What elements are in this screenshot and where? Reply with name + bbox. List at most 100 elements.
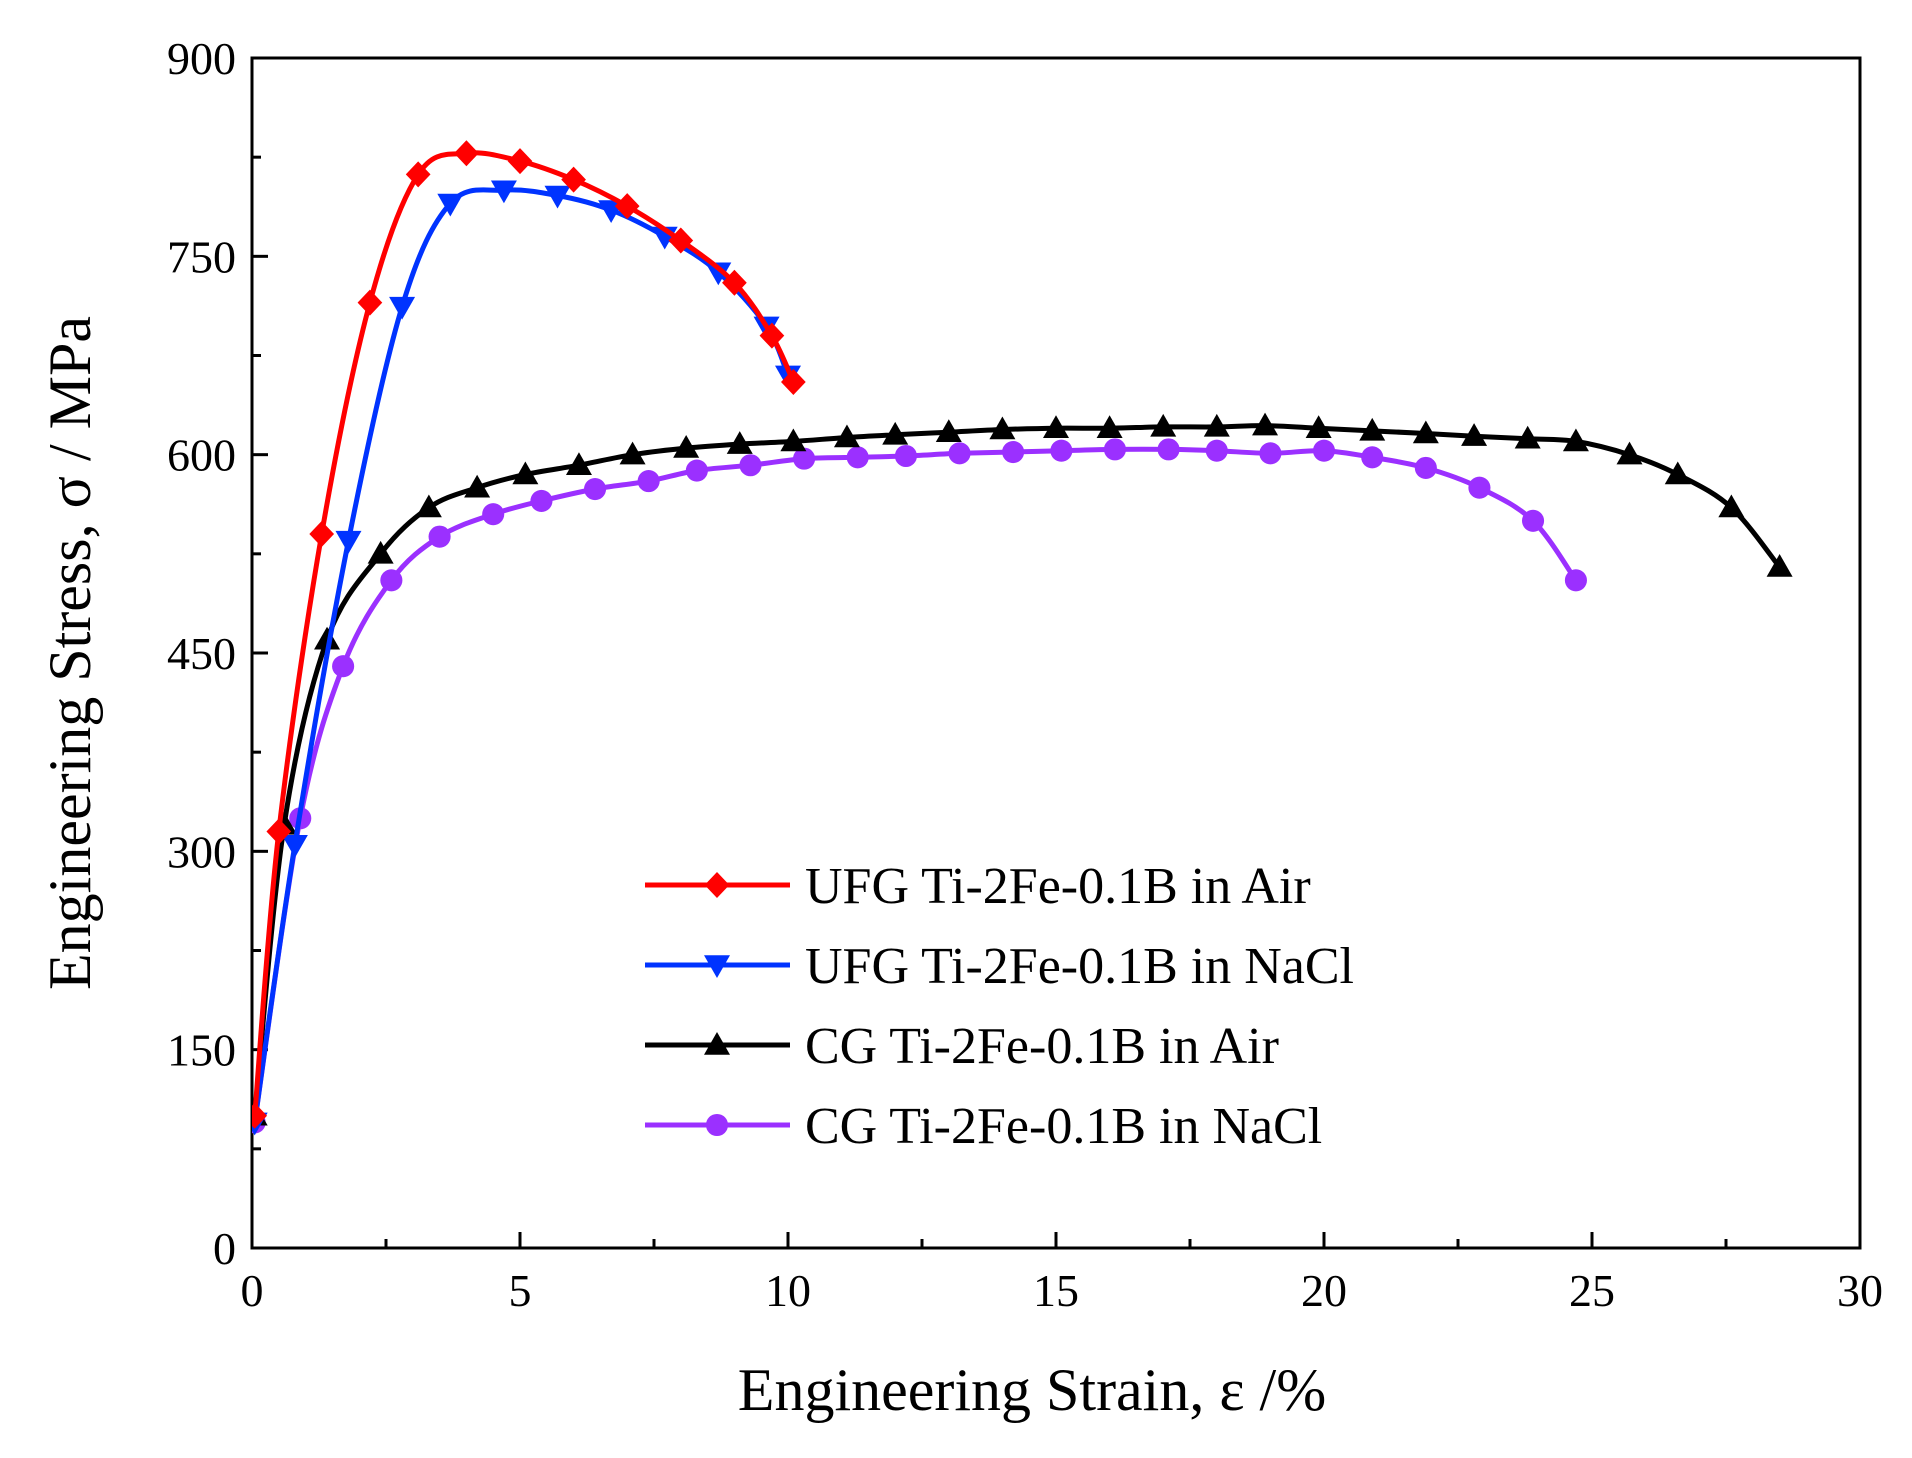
data-point	[833, 424, 860, 448]
data-point	[1002, 440, 1025, 464]
data-point	[437, 193, 464, 217]
x-tick-label: 10	[765, 1265, 811, 1316]
y-tick-label: 900	[167, 33, 236, 84]
data-point	[1359, 417, 1386, 441]
data-point	[882, 421, 909, 445]
data-point	[512, 461, 539, 485]
data-point	[989, 416, 1016, 440]
data-point	[685, 459, 708, 482]
data-point	[1312, 439, 1336, 462]
data-point	[1562, 428, 1589, 452]
data-point	[335, 530, 362, 554]
data-point	[314, 626, 341, 650]
data-point	[1664, 461, 1691, 485]
data-point	[357, 289, 383, 316]
x-tick-label: 15	[1033, 1265, 1079, 1316]
legend-item: CG Ti-2Fe-0.1B in Air	[645, 1018, 1279, 1075]
legend-marker	[705, 1113, 729, 1137]
data-point	[1468, 476, 1491, 499]
data-point	[1103, 438, 1127, 461]
data-point	[673, 435, 700, 458]
legend-label: UFG Ti-2Fe-0.1B in Air	[805, 858, 1311, 915]
data-point	[380, 569, 403, 592]
data-point	[415, 494, 442, 518]
data-point	[846, 446, 869, 469]
data-point	[565, 452, 592, 475]
data-point	[739, 454, 762, 477]
data-point	[1252, 412, 1279, 436]
data-point	[705, 262, 732, 286]
x-axis-title: Engineering Strain, ε /%	[738, 1357, 1326, 1423]
data-point	[561, 166, 586, 193]
data-point	[619, 441, 646, 465]
legend-marker	[704, 872, 730, 898]
data-point	[1521, 509, 1545, 532]
data-point	[405, 161, 431, 188]
data-point	[281, 834, 308, 858]
data-point	[1514, 425, 1541, 449]
data-point	[1616, 441, 1643, 465]
data-point	[1766, 554, 1793, 577]
data-point	[530, 489, 553, 512]
data-point	[894, 444, 917, 468]
data-point	[1414, 456, 1437, 479]
data-point	[1259, 442, 1282, 465]
x-tick-label: 5	[509, 1265, 532, 1316]
data-point	[1361, 446, 1384, 469]
data-point	[1043, 415, 1069, 438]
series-line	[252, 187, 791, 1125]
data-point	[722, 269, 747, 296]
data-point	[759, 322, 785, 349]
data-point	[1718, 494, 1745, 518]
series-layer	[252, 140, 1793, 1136]
data-point	[726, 431, 753, 454]
data-point	[583, 477, 607, 501]
data-point	[1150, 413, 1177, 437]
data-point	[389, 296, 416, 320]
data-point	[935, 419, 962, 442]
data-point	[454, 140, 479, 167]
data-point	[1050, 439, 1073, 462]
x-tick-label: 0	[241, 1265, 264, 1316]
legend-label: CG Ti-2Fe-0.1B in Air	[805, 1018, 1279, 1075]
y-axis-title: Engineering Stress, σ / MPa	[37, 316, 103, 990]
x-tick-label: 25	[1569, 1265, 1615, 1316]
series-line	[252, 423, 1783, 1119]
data-point	[507, 148, 533, 175]
legend-item: UFG Ti-2Fe-0.1B in Air	[645, 858, 1311, 915]
data-point	[1305, 415, 1332, 438]
y-tick-label: 0	[213, 1223, 236, 1274]
data-point	[332, 655, 355, 678]
data-point	[464, 474, 491, 498]
data-point	[793, 447, 816, 470]
data-point	[1564, 569, 1587, 592]
data-point	[266, 818, 292, 845]
data-point	[1461, 423, 1488, 446]
series-2	[252, 180, 801, 1136]
data-point	[614, 193, 640, 220]
y-tick-label: 750	[167, 231, 236, 282]
data-point	[1157, 438, 1180, 461]
legend-item: CG Ti-2Fe-0.1B in NaCl	[645, 1098, 1322, 1155]
data-point	[490, 180, 517, 204]
x-tick-label: 30	[1837, 1265, 1883, 1316]
data-point	[367, 540, 394, 564]
legend-item: UFG Ti-2Fe-0.1B in NaCl	[645, 938, 1354, 995]
series-4	[252, 438, 1587, 1134]
y-tick-label: 600	[167, 430, 236, 481]
data-point	[1205, 439, 1228, 462]
data-point	[637, 470, 660, 493]
data-point	[781, 368, 806, 395]
legend-marker	[704, 1032, 730, 1055]
series-1	[252, 140, 806, 1129]
data-point	[948, 442, 971, 465]
legend-label: CG Ti-2Fe-0.1B in NaCl	[805, 1098, 1322, 1155]
series-3	[252, 412, 1793, 1126]
y-tick-label: 450	[167, 628, 236, 679]
y-tick-label: 300	[167, 826, 236, 877]
data-point	[668, 227, 694, 254]
data-point	[309, 521, 335, 547]
data-point	[1412, 420, 1439, 444]
